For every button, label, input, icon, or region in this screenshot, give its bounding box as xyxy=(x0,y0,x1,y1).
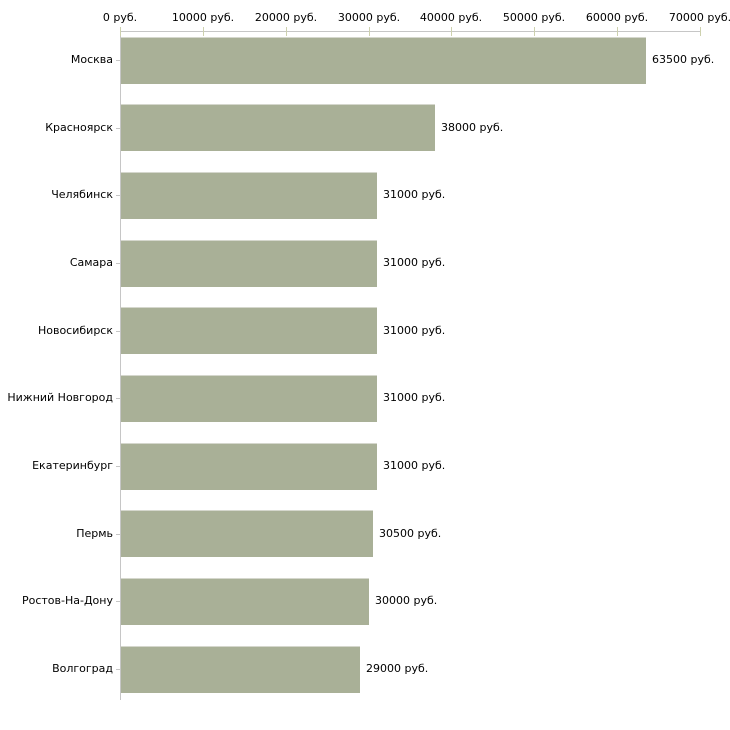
x-axis-tick-label: 10000 руб. xyxy=(171,11,235,24)
x-axis-line xyxy=(120,31,701,32)
value-label: 31000 руб. xyxy=(383,256,446,269)
category-label: Волгоград xyxy=(52,662,113,675)
value-label: 31000 руб. xyxy=(383,391,446,404)
y-axis-tick xyxy=(116,601,120,602)
bar xyxy=(121,37,646,84)
category-label: Красноярск xyxy=(45,121,113,134)
value-label: 31000 руб. xyxy=(383,324,446,337)
y-axis-line xyxy=(120,31,121,700)
y-axis-tick xyxy=(116,534,120,535)
x-axis-tick-label: 30000 руб. xyxy=(337,11,401,24)
bar xyxy=(121,578,369,625)
x-axis-tick xyxy=(369,27,370,36)
value-label: 30000 руб. xyxy=(375,594,438,607)
y-axis-tick xyxy=(116,331,120,332)
bar xyxy=(121,307,377,354)
value-label: 30500 руб. xyxy=(379,527,442,540)
x-axis-tick-label: 70000 руб. xyxy=(668,11,730,24)
value-label: 38000 руб. xyxy=(441,121,504,134)
x-axis-tick xyxy=(120,27,121,36)
x-axis-tick xyxy=(534,27,535,36)
value-label: 31000 руб. xyxy=(383,188,446,201)
y-axis-tick xyxy=(116,195,120,196)
x-axis-tick-label: 40000 руб. xyxy=(419,11,483,24)
category-label: Челябинск xyxy=(51,188,113,201)
y-axis-tick xyxy=(116,466,120,467)
category-label: Ростов-На-Дону xyxy=(21,594,113,607)
bar xyxy=(121,375,377,422)
x-axis-tick-label: 50000 руб. xyxy=(502,11,566,24)
bar xyxy=(121,646,360,693)
y-axis-tick xyxy=(116,128,120,129)
y-axis-tick xyxy=(116,263,120,264)
x-axis-tick xyxy=(203,27,204,36)
y-axis-tick xyxy=(116,398,120,399)
bar xyxy=(121,240,377,287)
category-label: Самара xyxy=(69,256,113,269)
category-label: Москва xyxy=(70,53,113,66)
category-label: Новосибирск xyxy=(37,324,113,337)
bar xyxy=(121,172,377,219)
category-label: Пермь xyxy=(76,527,113,540)
category-label: Нижний Новгород xyxy=(7,391,113,404)
y-axis-tick xyxy=(116,669,120,670)
value-label: 63500 руб. xyxy=(652,53,715,66)
x-axis-tick xyxy=(700,27,701,36)
x-axis-tick xyxy=(451,27,452,36)
x-axis-tick xyxy=(286,27,287,36)
category-label: Екатеринбург xyxy=(32,459,113,472)
x-axis-tick-label: 0 руб. xyxy=(102,11,138,24)
x-axis-tick xyxy=(617,27,618,36)
bar xyxy=(121,443,377,490)
bar xyxy=(121,510,373,557)
x-axis-tick-label: 20000 руб. xyxy=(254,11,318,24)
bar xyxy=(121,104,435,151)
value-label: 29000 руб. xyxy=(366,662,429,675)
value-label: 31000 руб. xyxy=(383,459,446,472)
y-axis-tick xyxy=(116,60,120,61)
x-axis-tick-label: 60000 руб. xyxy=(585,11,649,24)
